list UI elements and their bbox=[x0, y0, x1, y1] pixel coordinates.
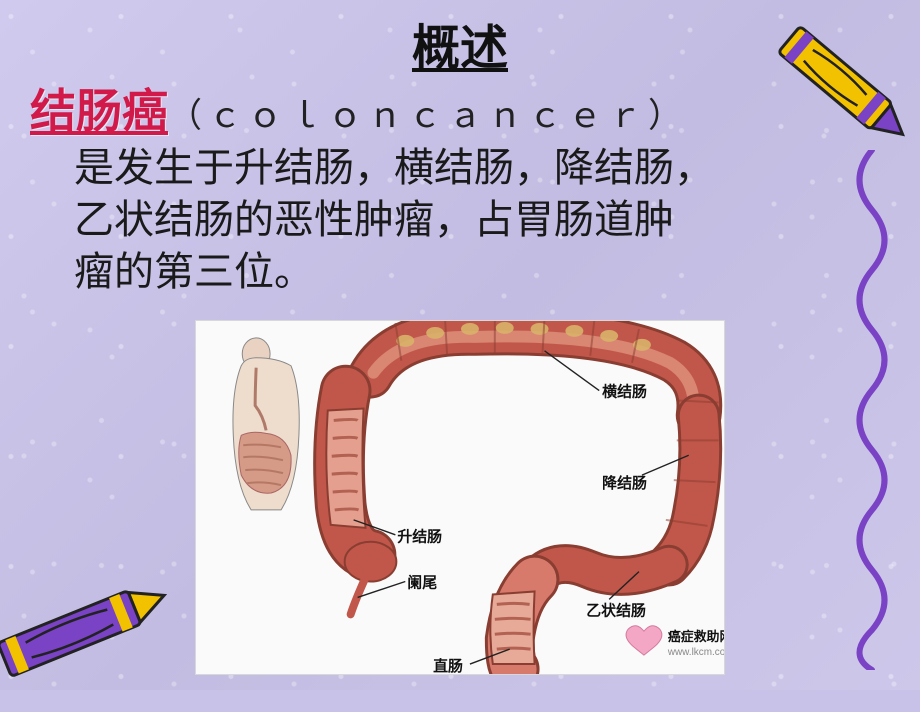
crayon-top-icon bbox=[744, 0, 920, 176]
label-sigmoid: 乙状结肠 bbox=[586, 601, 646, 619]
label-transverse: 横结肠 bbox=[602, 383, 647, 401]
body-text: 结肠癌（ｃｏｌｏｎｃａｎｃｅｒ） 是发生于升结肠，横结肠，降结肠， 乙状结肠的恶… bbox=[30, 82, 840, 298]
crayon-bottom-icon bbox=[0, 542, 188, 712]
body-line-1: 是发生于升结肠，横结肠，降结肠， bbox=[74, 145, 714, 190]
body-line-3: 瘤的第三位。 bbox=[74, 249, 314, 294]
svg-text:www.lkcm.com: www.lkcm.com bbox=[667, 647, 724, 658]
label-appendix: 阑尾 bbox=[407, 573, 437, 591]
term-english: （ｃｏｌｏｎｃａｎｃｅｒ） bbox=[168, 98, 688, 135]
term-highlight: 结肠癌 bbox=[30, 86, 168, 137]
colon-anatomy-diagram: 横结肠 降结肠 升结肠 阑尾 乙状结肠 直肠 癌症救助网 www.lkcm.co… bbox=[195, 320, 725, 675]
body-line-2: 乙状结肠的恶性肿瘤，占胃肠道肿 bbox=[74, 197, 674, 242]
svg-text:癌症救助网: 癌症救助网 bbox=[668, 629, 724, 644]
label-ascending: 升结肠 bbox=[397, 528, 442, 546]
label-rectum: 直肠 bbox=[433, 657, 463, 674]
colon-main bbox=[326, 321, 718, 669]
squiggle-decoration bbox=[842, 150, 902, 670]
label-descending: 降结肠 bbox=[602, 474, 647, 492]
source-logo: 癌症救助网 www.lkcm.com bbox=[626, 626, 724, 658]
body-silhouette bbox=[233, 338, 299, 510]
